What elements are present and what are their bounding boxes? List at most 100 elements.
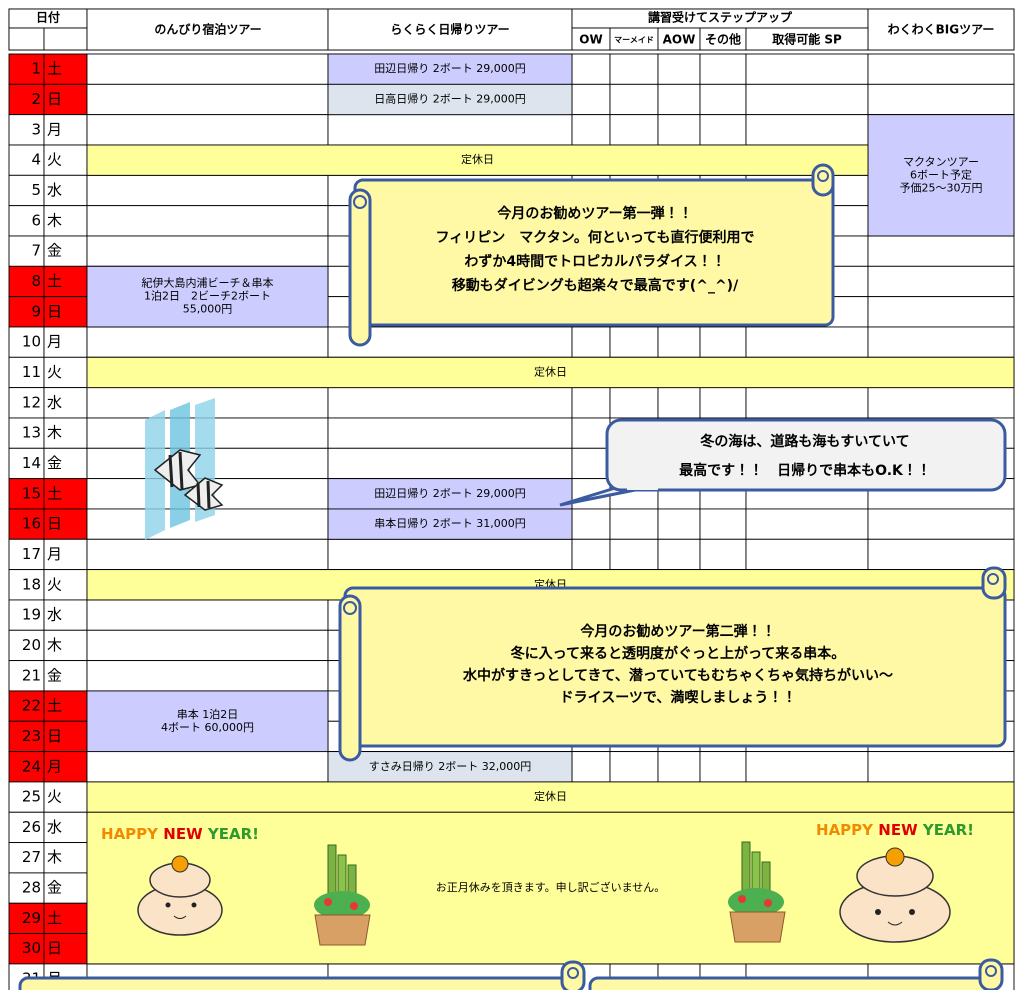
notice-text: お正月休みを頂きます。申し訳ございません。 [436, 880, 666, 894]
day-number: 22 [22, 697, 41, 715]
cell [699, 114, 747, 146]
cell [745, 114, 869, 146]
day-number: 21 [22, 666, 41, 684]
big-tour-text: 予価25～30万円 [900, 181, 983, 194]
weekday: 土 [47, 484, 62, 502]
cell [867, 83, 1015, 116]
day-number: 3 [31, 120, 41, 138]
cell [745, 751, 869, 783]
cell [86, 326, 329, 358]
cell [571, 508, 611, 540]
day-number: 5 [31, 181, 41, 199]
cell [571, 417, 611, 449]
cell [609, 326, 659, 358]
cell [609, 387, 659, 419]
day-number: 8 [31, 272, 41, 290]
header-cell [86, 8, 329, 51]
cell [571, 114, 611, 146]
day-number: 19 [22, 606, 41, 624]
cell [327, 417, 573, 449]
cell [657, 387, 701, 419]
cell [745, 387, 869, 419]
day-number: 10 [22, 333, 41, 351]
day-number: 6 [31, 211, 41, 229]
cell [609, 53, 659, 85]
cell [86, 235, 329, 267]
cell [43, 629, 88, 662]
cell [699, 326, 747, 358]
header-cell [43, 27, 88, 51]
weekday: 日 [47, 727, 62, 745]
weekday: 金 [47, 454, 62, 472]
cell [571, 447, 611, 480]
weekday: 火 [47, 788, 62, 806]
weekday: 金 [47, 879, 62, 897]
cell [43, 690, 88, 722]
day-tour-text: 日高日帰り 2ボート 29,000円 [374, 91, 525, 105]
cell [8, 144, 45, 176]
day-number: 11 [22, 363, 41, 381]
day-number: 9 [31, 302, 41, 320]
cell [867, 296, 1015, 328]
cell [86, 53, 329, 85]
cell [745, 53, 869, 85]
callout-text: 移動もダイビングも超楽々で最高です(^_^)/ [452, 277, 739, 294]
cell [745, 326, 869, 358]
cell [43, 599, 88, 631]
day-number: 2 [31, 90, 41, 108]
weekday: 月 [47, 120, 62, 138]
cell [609, 83, 659, 116]
cell [699, 83, 747, 116]
cell [609, 751, 659, 783]
stay-tour-text: 4ボート 60,000円 [161, 721, 254, 734]
scroll-callout [338, 566, 1007, 762]
day-tour [327, 751, 573, 783]
kadomatsu-image [314, 844, 371, 946]
header-label: 講習受けてステップアップ [648, 10, 793, 25]
day-number: 24 [22, 757, 41, 775]
header-label: マーメイド [614, 36, 654, 45]
cell [867, 265, 1015, 298]
day-number: 20 [22, 636, 41, 654]
cell [609, 538, 659, 571]
day-number: 27 [22, 848, 41, 866]
cell [571, 751, 611, 783]
new-year-image: HAPPY NEW YEAR! [816, 821, 974, 943]
weekday: 土 [47, 272, 62, 290]
cell [657, 114, 701, 146]
big-tour-text: 6ボート予定 [910, 168, 972, 181]
callout-text: 水中がすきっとしてきて、潜っていてもむちゃくちゃ気持ちがいい～ [462, 667, 893, 684]
callout-text: わずか4時間でトロピカルパラダイス！！ [464, 253, 725, 270]
weekday: 火 [47, 575, 62, 593]
cell [657, 508, 701, 540]
header-label: のんびり宿泊ツアー [154, 22, 261, 37]
cell [327, 538, 573, 571]
header-label: らくらく日帰りツアー [390, 22, 509, 37]
cell [657, 326, 701, 358]
day-tour-text: 田辺日帰り 2ボート 29,000円 [374, 487, 525, 500]
weekday: 日 [47, 515, 62, 533]
cell [867, 235, 1015, 267]
header-label: その他 [705, 32, 741, 47]
day-number: 28 [22, 879, 41, 897]
scroll-callout [588, 958, 1004, 990]
day-number: 14 [22, 454, 41, 472]
cell [867, 326, 1015, 358]
cell [8, 174, 45, 207]
cell [571, 53, 611, 85]
cell [86, 205, 329, 237]
cell [43, 326, 88, 358]
day-number: 17 [22, 545, 41, 563]
new-year-image: HAPPY NEW YEAR! [101, 825, 259, 936]
weekday: 日 [47, 302, 62, 320]
scroll-callout [18, 960, 586, 990]
closed-day [86, 144, 869, 176]
weekday: 火 [47, 151, 62, 169]
day-number: 1 [31, 60, 41, 78]
cell [43, 265, 88, 298]
cell [699, 387, 747, 419]
cell [8, 720, 45, 753]
cell [86, 174, 329, 207]
closed-text: 定休日 [461, 153, 494, 166]
